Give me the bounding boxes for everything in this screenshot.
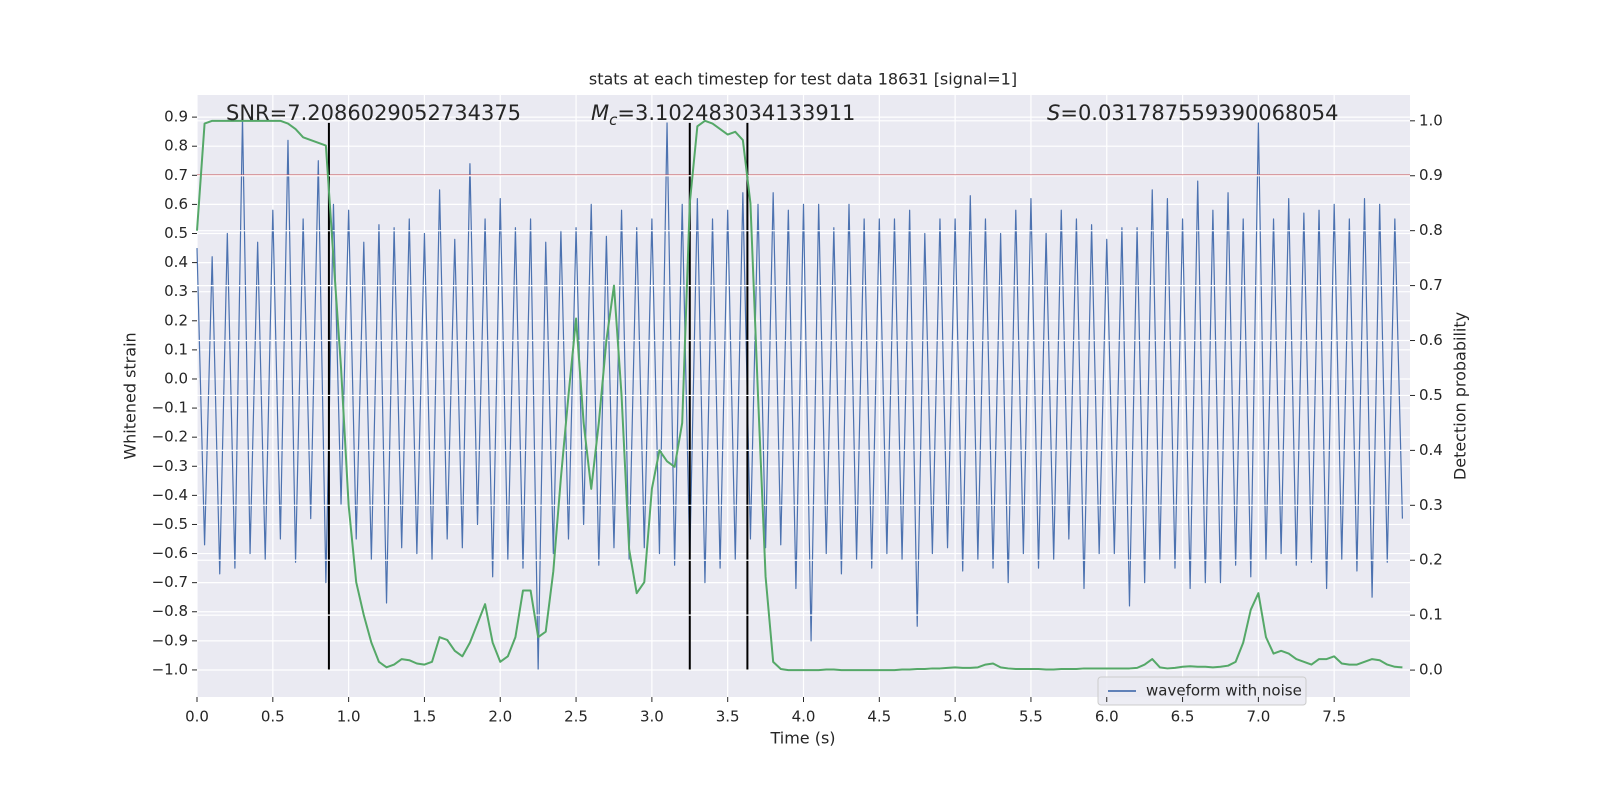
x-tick-label: 7.5 [1322,708,1346,726]
series-line [196,119,1403,672]
y-tick-label: −0.8 [152,602,188,620]
y-tick-label: −0.1 [152,399,188,417]
y-tick-label: −0.2 [152,428,188,446]
x-axis-label: Time (s) [769,729,835,748]
y-tick-label: 0.0 [164,369,188,387]
y2-tick-label: 0.2 [1419,551,1443,569]
y2-tick-label: 0.8 [1419,221,1443,239]
y2-tick-label: 0.1 [1419,606,1443,624]
x-tick-label: 4.0 [792,708,816,726]
y-tick-label: −0.6 [152,544,188,562]
x-tick-label: 4.5 [867,708,891,726]
y2-tick-label: 0.4 [1419,441,1443,459]
y-tick-label: 0.8 [164,137,188,155]
y-tick-label: 0.1 [164,340,188,358]
y2-tick-label: 0.9 [1419,166,1443,184]
x-tick-label: 7.0 [1246,708,1270,726]
annotation-text: =0.031787559390068054 [1060,101,1338,125]
y2-tick-label: 0.3 [1419,496,1443,514]
y-tick-label: 0.2 [164,311,188,329]
front-layer: SNR=7.2086029052734375 Mc=3.1024830341339… [196,101,1410,706]
x-tick-label: 0.0 [185,708,209,726]
x-tick-label: 3.0 [640,708,664,726]
y2-tick-label: 1.0 [1419,111,1443,129]
x-tick-label: 6.0 [1095,708,1119,726]
y-tick-label: −1.0 [152,660,188,678]
legend-label: waveform with noise [1146,682,1302,700]
y-tick-label: 0.7 [164,166,188,184]
annotation: Mc=3.102483034133911 [591,101,855,129]
y-axis-label: Whitened strain [121,332,140,459]
y-tick-label: −0.7 [152,573,188,591]
x-tick-label: 5.5 [1019,708,1043,726]
annotation-text: =3.102483034133911 [617,101,855,125]
series-line [196,116,1404,671]
annotation: SNR=7.2086029052734375 [226,101,521,125]
y-tick-label: −0.5 [152,515,188,533]
x-tick-label: 0.5 [261,708,285,726]
chart-title: stats at each timestep for test data 186… [589,70,1017,89]
annotation: S=0.031787559390068054 [1047,101,1338,125]
x-tick-label: 6.5 [1171,708,1195,726]
x-tick-label: 1.0 [337,708,361,726]
y-tick-label: 0.5 [164,224,188,242]
y-tick-label: 0.3 [164,282,188,300]
x-tick-label: 1.5 [413,708,437,726]
x-tick-label: 2.0 [488,708,512,726]
y2-tick-label: 0.7 [1419,276,1443,294]
y2-axis-label: Detection probability [1451,312,1470,480]
annotation-text: SNR=7.2086029052734375 [226,101,521,125]
annotation-symbol: S [1047,101,1060,125]
y-tick-label: 0.4 [164,253,188,271]
y2-tick-label: 0.6 [1419,331,1443,349]
y-tick-label: 0.9 [164,108,188,126]
annotation-symbol: M [591,101,609,125]
x-tick-label: 5.0 [943,708,967,726]
y-tick-label: −0.3 [152,457,188,475]
annotation-subscript: c [609,111,618,129]
y-tick-label: −0.9 [152,631,188,649]
y2-tick-label: 0.5 [1419,386,1443,404]
x-tick-label: 2.5 [564,708,588,726]
y-tick-label: −0.4 [152,486,188,504]
legend-box [1097,676,1307,706]
y-tick-label: 0.6 [164,195,188,213]
y2-tick-label: 0.0 [1419,661,1443,679]
x-tick-label: 3.5 [716,708,740,726]
